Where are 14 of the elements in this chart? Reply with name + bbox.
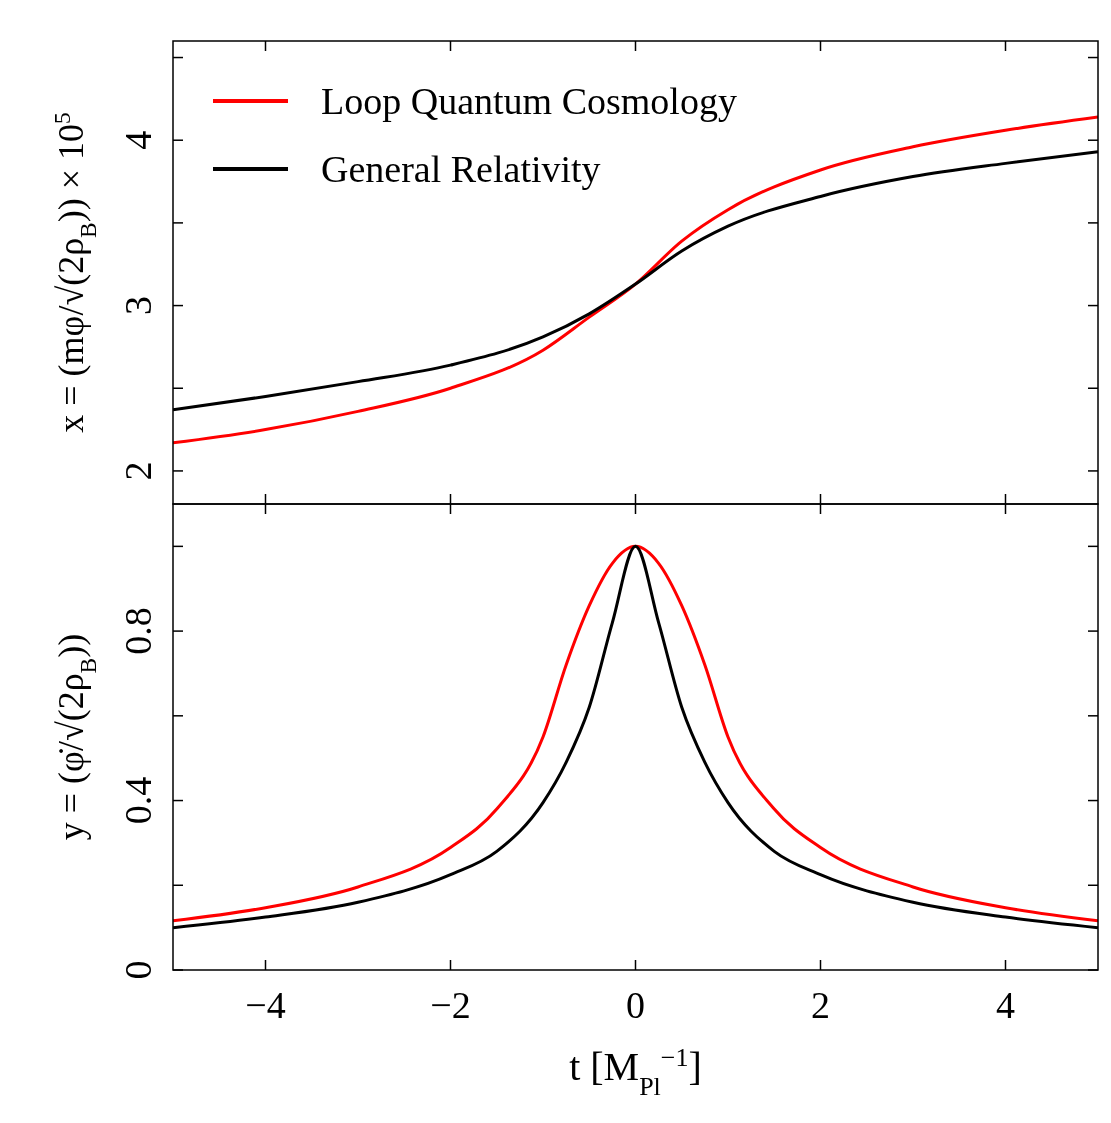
- x-tick-label: 4: [996, 984, 1015, 1026]
- y-tick-label: 0: [117, 960, 159, 980]
- x-axis-title: t [M$_{Pl}$$^{−1}$]: [569, 1042, 702, 1101]
- legend-label: General Relativity: [321, 148, 601, 190]
- x-tick-label: 2: [811, 984, 830, 1026]
- y-tick-label: 4: [117, 130, 159, 150]
- y-tick-label: 0.4: [117, 776, 159, 825]
- y-tick-label: 0.8: [117, 607, 159, 655]
- y-tick-label: 3: [117, 296, 159, 316]
- x-tick-label: −2: [430, 984, 471, 1026]
- x-tick-label: 0: [626, 984, 645, 1026]
- y-tick-label: 2: [117, 461, 159, 481]
- x-tick-label: −4: [245, 984, 286, 1026]
- legend-label: Loop Quantum Cosmology: [321, 80, 737, 122]
